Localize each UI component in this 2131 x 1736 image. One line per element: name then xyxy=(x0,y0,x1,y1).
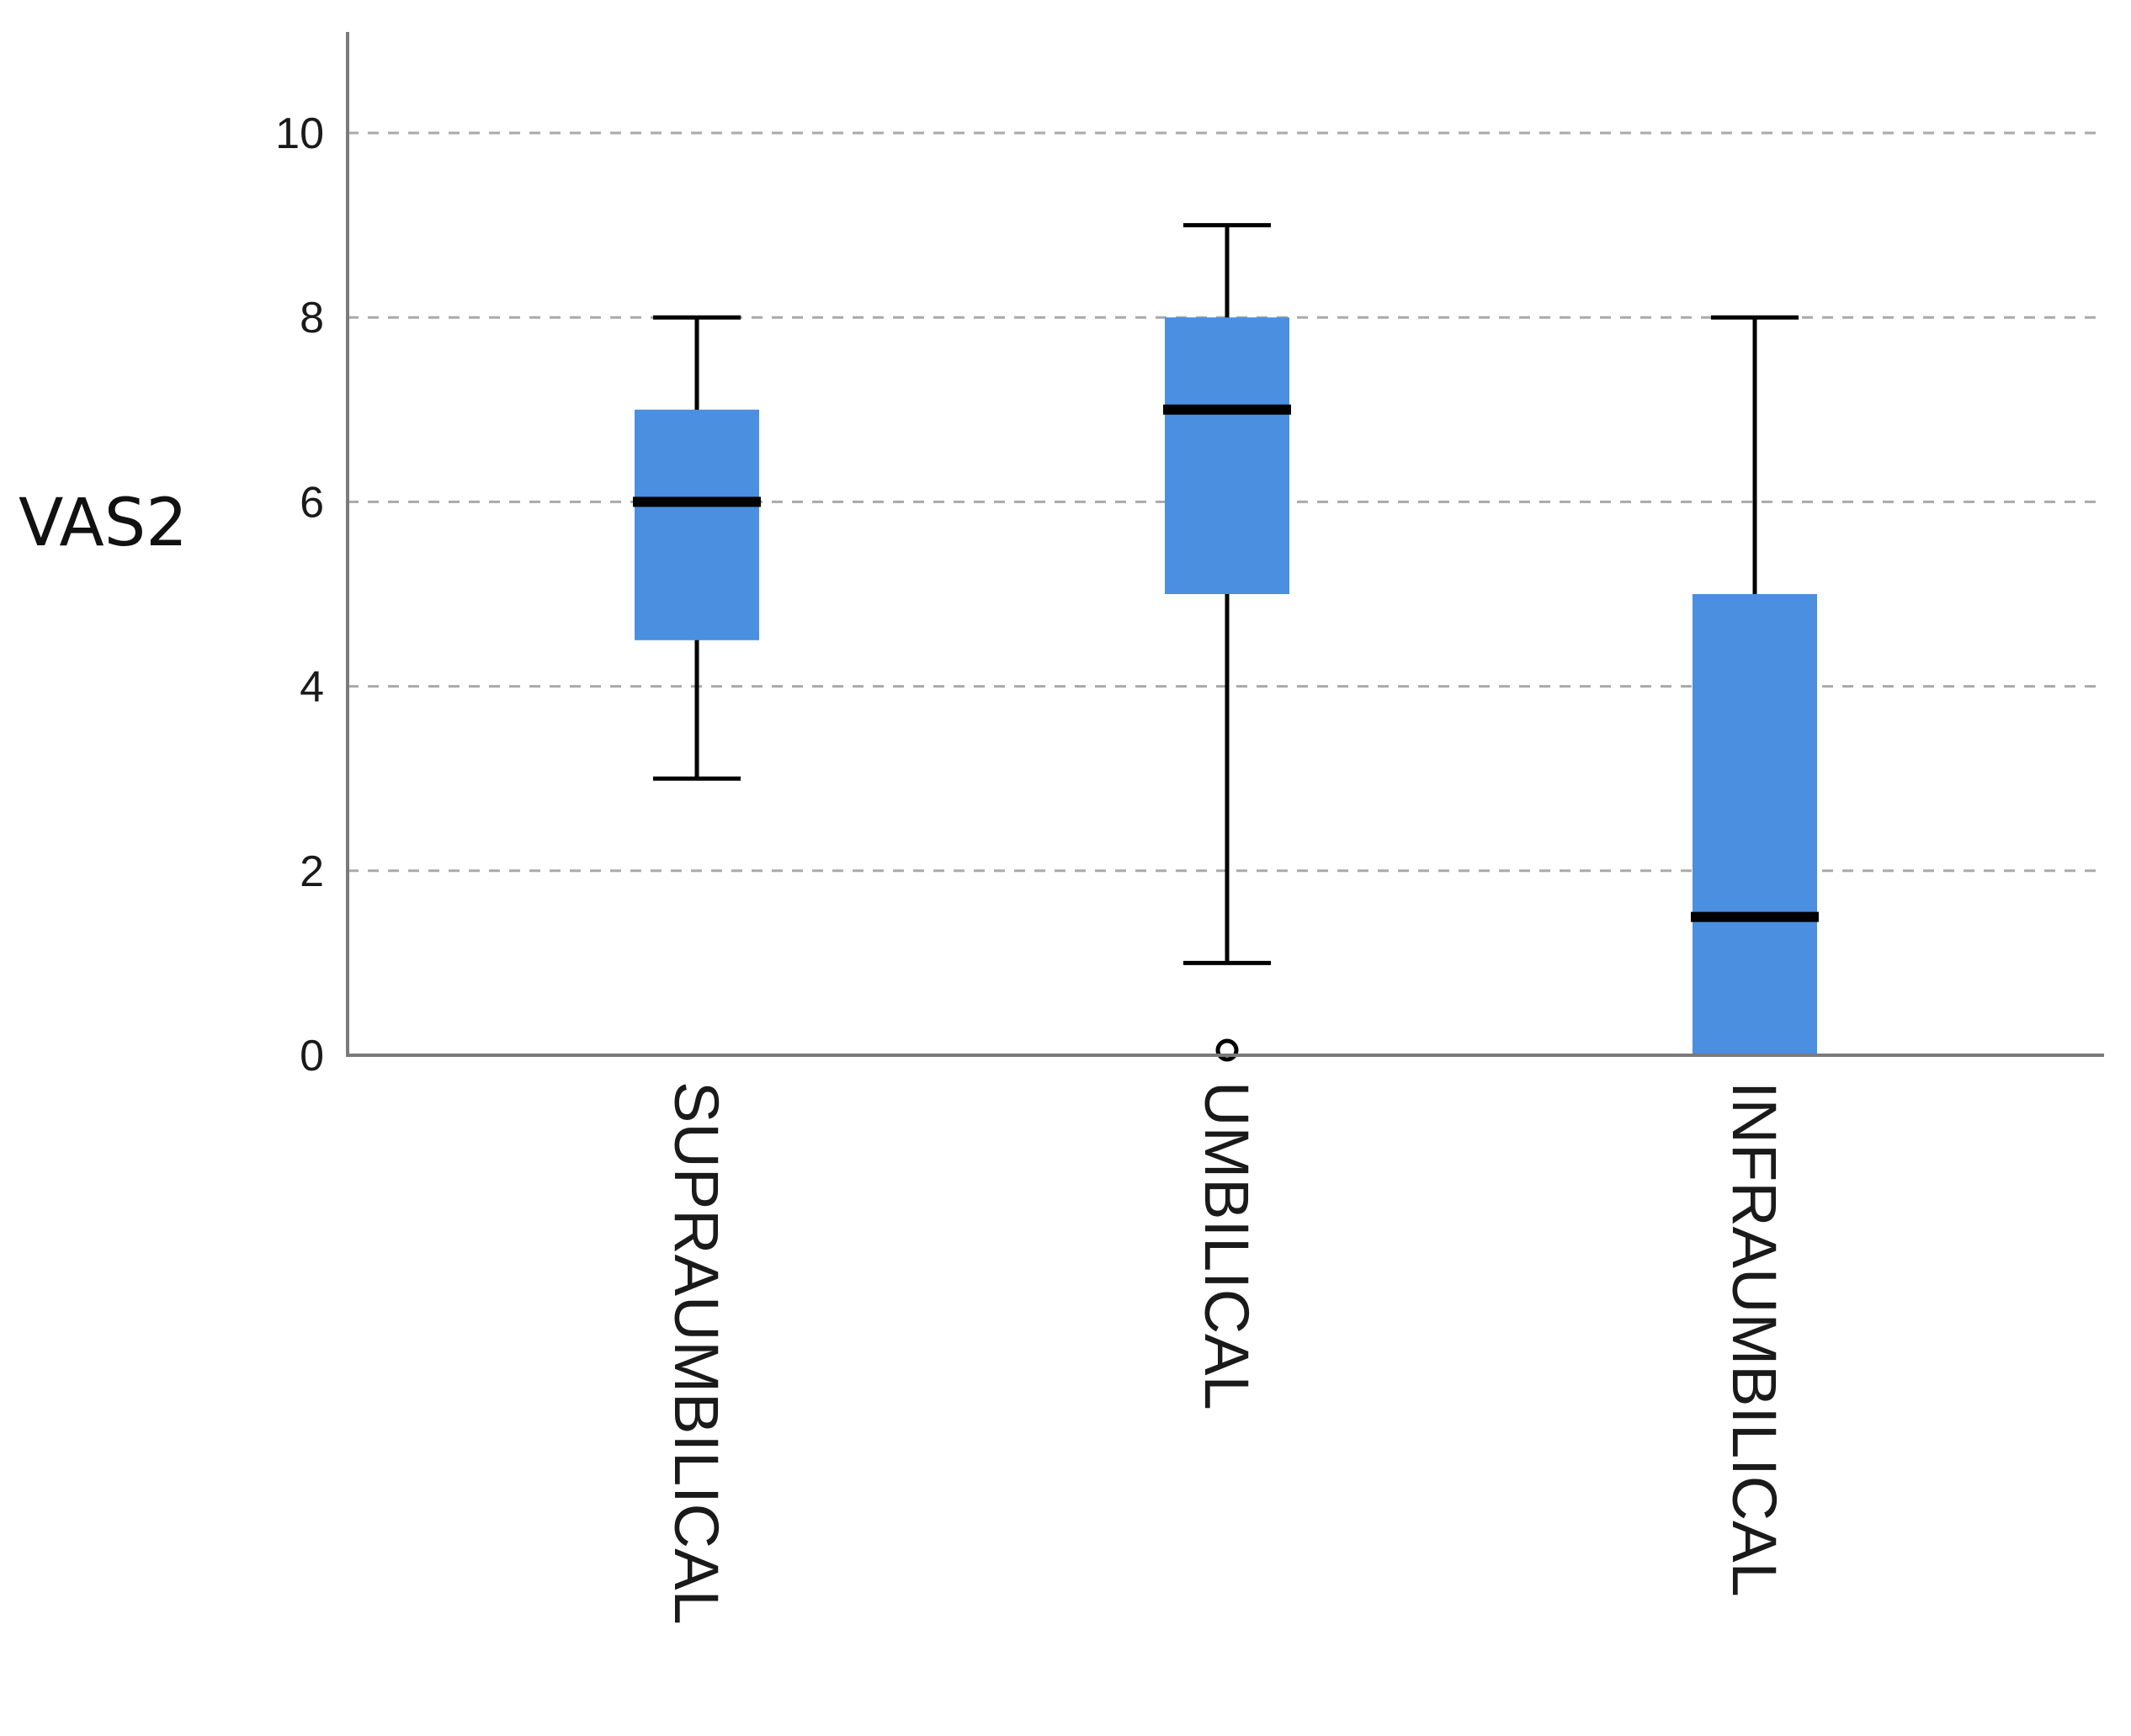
iqr-box-umbilical xyxy=(1165,317,1289,594)
y-axis-ticks: 0 2 4 6 8 10 xyxy=(275,109,324,1080)
y-axis-title: VAS2 xyxy=(19,486,188,561)
x-category-label-infraumbilical: INFRAUMBILICAL xyxy=(1719,1081,1789,1597)
box-series xyxy=(633,223,1819,1062)
outlier-umbilical-0 xyxy=(1215,1038,1239,1062)
iqr-box-infraumbilical xyxy=(1693,594,1817,1055)
y-tick-label-6: 6 xyxy=(300,478,324,527)
iqr-box-supraumbilical xyxy=(635,409,759,640)
box-infraumbilical xyxy=(1691,315,1819,1055)
x-category-label-supraumbilical: SUPRAUMBILICAL xyxy=(662,1081,731,1625)
box-umbilical xyxy=(1163,223,1291,1062)
y-tick-label-8: 8 xyxy=(300,294,324,342)
box-supraumbilical xyxy=(633,315,761,781)
y-tick-label-10: 10 xyxy=(275,109,324,158)
x-axis-category-labels: SUPRAUMBILICAL UMBILICAL INFRAUMBILICAL xyxy=(662,1081,1789,1625)
y-tick-label-0: 0 xyxy=(300,1032,324,1080)
y-tick-label-4: 4 xyxy=(300,663,324,712)
y-tick-label-2: 2 xyxy=(300,847,324,896)
x-category-label-umbilical: UMBILICAL xyxy=(1192,1081,1262,1410)
axes xyxy=(346,32,2104,1057)
